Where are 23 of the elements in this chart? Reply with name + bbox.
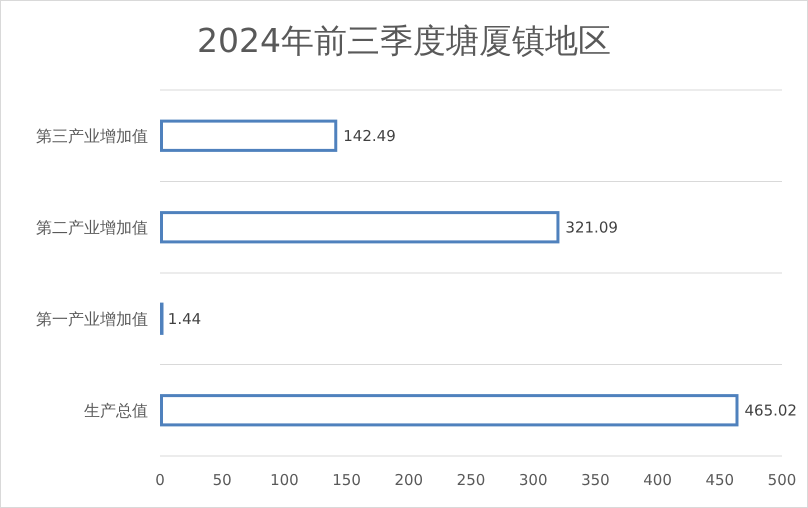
x-tick-label: 300 [518, 471, 548, 489]
x-tick-label: 50 [212, 471, 232, 489]
x-tick-label: 400 [643, 471, 672, 489]
x-tick-label: 150 [332, 471, 361, 489]
data-label: 321.09 [565, 218, 618, 236]
y-tick-label: 生产总值 [84, 400, 148, 420]
data-label: 1.44 [168, 310, 202, 328]
data-label: 142.49 [343, 127, 396, 145]
x-tick-label: 200 [394, 471, 424, 489]
data-label: 465.02 [744, 402, 797, 420]
x-tick-label: 450 [705, 471, 734, 489]
chart-title: 2024年前三季度塘厦镇地区 [197, 21, 611, 60]
bar [160, 394, 738, 426]
x-tick-label: 0 [155, 471, 165, 489]
x-tick-label: 250 [456, 471, 486, 489]
x-tick-label: 100 [270, 471, 299, 489]
x-tick-label: 350 [581, 471, 610, 489]
y-tick-label: 第三产业增加值 [36, 126, 148, 146]
bar [160, 120, 338, 152]
bar [160, 211, 560, 244]
y-tick-label: 第一产业增加值 [36, 309, 148, 328]
x-tick-label: 500 [768, 471, 796, 489]
y-tick-label: 第二产业增加值 [36, 218, 148, 237]
